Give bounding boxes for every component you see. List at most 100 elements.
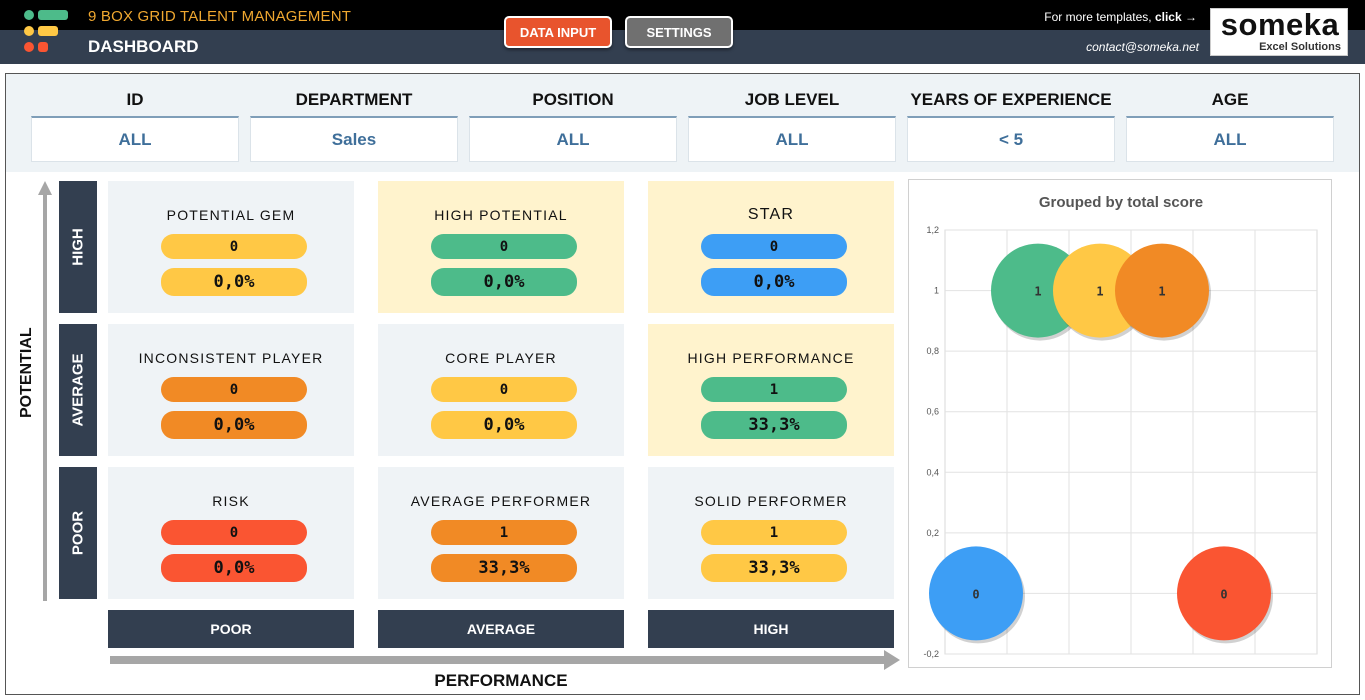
cell-percentage: 33,3% [701, 554, 847, 582]
filter-position-select[interactable]: ALL [469, 116, 677, 162]
cell-percentage: 0,0% [161, 411, 307, 439]
chart-bubble-blue [929, 546, 1023, 641]
chart-y-tick-label: 1 [934, 286, 939, 296]
click-label: click → [1154, 10, 1197, 24]
cell-percentage: 0,0% [431, 268, 577, 296]
chart-bubble-label: 0 [1220, 587, 1227, 601]
score-bubble-chart: Grouped by total score 1,2 1 0,8 0,6 0,4 0,2 0… [908, 179, 1332, 668]
chart-bubble-label: 1 [1034, 285, 1041, 299]
filter-job-level-select[interactable]: ALL [688, 116, 896, 162]
cell-inconsistent-player: INCONSISTENT PLAYER 0 0,0% [108, 324, 354, 456]
app-title: 9 BOX GRID TALENT MANAGEMENT [88, 8, 352, 25]
col-label-average: AVERAGE [378, 610, 624, 648]
chart-y-tick-label: 0,2 [926, 528, 939, 538]
filter-id-select[interactable]: ALL [31, 116, 239, 162]
cell-count: 1 [701, 520, 847, 545]
app-logo-icon [22, 8, 72, 56]
cell-percentage: 0,0% [161, 554, 307, 582]
chart-title: Grouped by total score [1038, 194, 1204, 211]
row-label-text: POOR [69, 510, 87, 556]
chart-y-tick-label: 0,8 [926, 346, 939, 356]
performance-axis-label: PERFORMANCE [434, 671, 568, 690]
chart-y-tick-label: 0,6 [926, 407, 939, 417]
filter-position: POSITION ALL [469, 74, 677, 172]
more-templates-link[interactable]: For more templates, click → [1044, 10, 1197, 24]
cell-risk: RISK 0 0,0% [108, 467, 354, 599]
cell-title: CORE PLAYER [445, 350, 557, 366]
cell-title: RISK [212, 493, 250, 509]
contact-email[interactable]: contact@someka.net [1086, 40, 1199, 54]
potential-arrow-icon [38, 181, 52, 601]
cell-potential-gem: POTENTIAL GEM 0 0,0% [108, 181, 354, 313]
cell-count: 0 [701, 234, 847, 259]
cell-count: 1 [701, 377, 847, 402]
more-templates-text: For more templates, [1044, 10, 1155, 24]
row-label-average: AVERAGE [59, 324, 97, 456]
header-bar: 9 BOX GRID TALENT MANAGEMENT DASHBOARD D… [0, 0, 1365, 64]
brand-name: someka [1220, 7, 1340, 42]
cell-core-player: CORE PLAYER 0 0,0% [378, 324, 624, 456]
chart-bubble-red [1177, 546, 1271, 641]
filter-label: JOB LEVEL [744, 90, 840, 109]
filter-age-select[interactable]: ALL [1126, 116, 1334, 162]
chart-bubble-label: 0 [972, 587, 979, 601]
filters-bar: ID ALL DEPARTMENT Sales POSITION ALL JOB… [6, 74, 1359, 172]
filter-label: AGE [1211, 90, 1249, 109]
cell-percentage: 33,3% [701, 411, 847, 439]
cell-title: POTENTIAL GEM [166, 207, 296, 223]
page-title: DASHBOARD [88, 37, 199, 56]
filter-label: POSITION [532, 90, 614, 109]
filter-years-experience: YEARS OF EXPERIENCE < 5 [907, 74, 1115, 172]
col-label-high: HIGH [648, 610, 894, 648]
cell-percentage: 33,3% [431, 554, 577, 582]
cell-high-potential: HIGH POTENTIAL 0 0,0% [378, 181, 624, 313]
filter-department: DEPARTMENT Sales [250, 74, 458, 172]
row-label-text: AVERAGE [69, 353, 87, 427]
chart-y-tick-label: 1,2 [926, 225, 939, 235]
settings-button[interactable]: SETTINGS [625, 16, 733, 48]
cell-high-performance: HIGH PERFORMANCE 1 33,3% [648, 324, 894, 456]
performance-arrow-icon [110, 650, 900, 670]
filter-years-experience-select[interactable]: < 5 [907, 116, 1115, 162]
col-label-poor: POOR [108, 610, 354, 648]
cell-count: 0 [431, 377, 577, 402]
cell-count: 0 [161, 234, 307, 259]
chart-y-tick-label: 0,4 [926, 467, 939, 477]
cell-title: SOLID PERFORMER [694, 493, 848, 509]
cell-count: 0 [161, 377, 307, 402]
cell-count: 0 [431, 234, 577, 259]
cell-title: HIGH POTENTIAL [434, 207, 568, 223]
filter-job-level: JOB LEVEL ALL [688, 74, 896, 172]
cell-count: 0 [161, 520, 307, 545]
chart-bubble-label: 1 [1096, 285, 1103, 299]
cell-percentage: 0,0% [431, 411, 577, 439]
cell-title: HIGH PERFORMANCE [687, 350, 855, 366]
data-input-button[interactable]: DATA INPUT [504, 16, 612, 48]
filter-department-select[interactable]: Sales [250, 116, 458, 162]
row-label-poor: POOR [59, 467, 97, 599]
cell-title: STAR [747, 206, 795, 223]
filter-id: ID ALL [31, 74, 239, 172]
potential-axis-label: POTENTIAL [18, 327, 35, 418]
cell-title: AVERAGE PERFORMER [410, 493, 592, 509]
cell-solid-performer: SOLID PERFORMER 1 33,3% [648, 467, 894, 599]
brand-subtitle: Excel Solutions [1259, 41, 1341, 53]
filter-label: YEARS OF EXPERIENCE [910, 90, 1112, 109]
cell-percentage: 0,0% [161, 268, 307, 296]
dashboard-main: ID ALL DEPARTMENT Sales POSITION ALL JOB… [5, 73, 1360, 695]
row-label-high: HIGH [59, 181, 97, 313]
filter-label: DEPARTMENT [295, 90, 413, 109]
chart-bubble-orange [1115, 243, 1209, 338]
cell-star: STAR 0 0,0% [648, 181, 894, 313]
filter-label: ID [126, 90, 144, 109]
filter-age: AGE ALL [1126, 74, 1334, 172]
cell-average-performer: AVERAGE PERFORMER 1 33,3% [378, 467, 624, 599]
cell-count: 1 [431, 520, 577, 545]
brand-logo[interactable]: someka Excel Solutions [1210, 8, 1348, 56]
cell-title: INCONSISTENT PLAYER [138, 350, 324, 366]
chart-bubble-label: 1 [1158, 285, 1165, 299]
chart-y-tick-label: -0,2 [923, 649, 939, 659]
cell-percentage: 0,0% [701, 268, 847, 296]
